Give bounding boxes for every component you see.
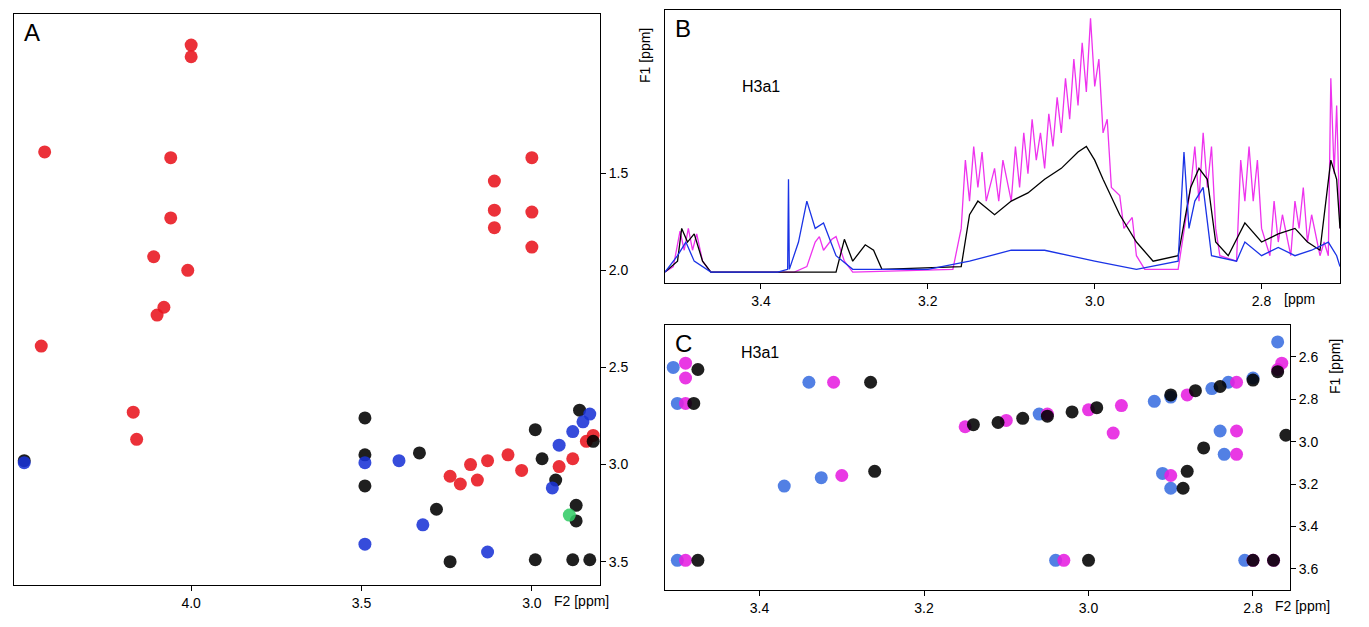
svg-text:3.4: 3.4	[1299, 518, 1319, 534]
svg-text:2.5: 2.5	[609, 359, 629, 375]
svg-text:H3a1: H3a1	[742, 78, 780, 95]
svg-text:F2 [ppm]: F2 [ppm]	[554, 593, 609, 609]
svg-text:C: C	[675, 330, 692, 357]
svg-text:H3a1: H3a1	[741, 344, 779, 361]
svg-text:B: B	[675, 15, 691, 42]
svg-text:F2 [ppm]: F2 [ppm]	[1275, 598, 1330, 614]
svg-text:[ppm: [ppm	[1284, 291, 1315, 307]
svg-text:A: A	[24, 19, 40, 46]
svg-text:3.4: 3.4	[750, 600, 770, 616]
svg-text:3.2: 3.2	[914, 600, 934, 616]
svg-text:3.2: 3.2	[1299, 476, 1319, 492]
svg-text:4.0: 4.0	[181, 595, 201, 611]
svg-text:F1 [ppm]: F1 [ppm]	[637, 28, 653, 83]
svg-text:3.0: 3.0	[1085, 293, 1105, 309]
svg-text:3.2: 3.2	[918, 293, 938, 309]
svg-text:2.6: 2.6	[1299, 349, 1319, 365]
svg-text:3.0: 3.0	[1079, 600, 1099, 616]
svg-text:3.6: 3.6	[1299, 561, 1319, 577]
svg-text:3.0: 3.0	[609, 456, 629, 472]
svg-text:2.0: 2.0	[609, 262, 629, 278]
svg-text:3.5: 3.5	[609, 554, 629, 570]
svg-text:F1 [ppm]: F1 [ppm]	[1327, 339, 1343, 394]
svg-text:3.5: 3.5	[352, 595, 372, 611]
svg-text:2.8: 2.8	[1252, 293, 1272, 309]
svg-text:2.8: 2.8	[1299, 391, 1319, 407]
svg-text:3.0: 3.0	[522, 595, 542, 611]
svg-text:3.4: 3.4	[751, 293, 771, 309]
svg-text:2.8: 2.8	[1243, 600, 1263, 616]
svg-text:1.5: 1.5	[609, 165, 629, 181]
svg-text:3.0: 3.0	[1299, 434, 1319, 450]
